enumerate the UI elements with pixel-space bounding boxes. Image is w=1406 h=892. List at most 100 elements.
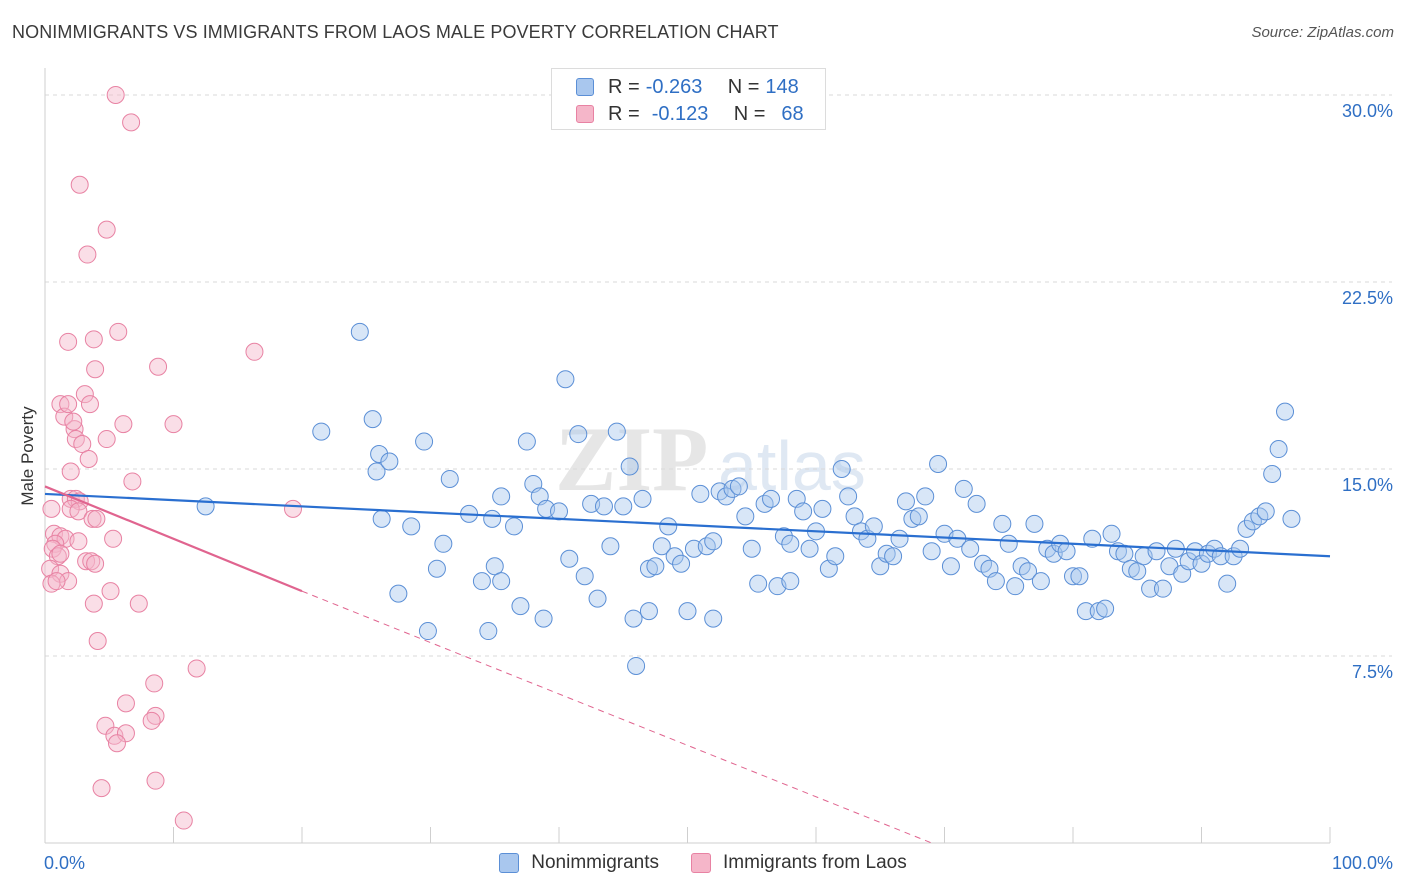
- nonimmigrant-point: [620, 457, 639, 476]
- immigrant-point: [69, 502, 88, 521]
- nonimmigrant-point: [389, 584, 408, 603]
- r-label: R =: [608, 102, 640, 125]
- immigrant-point: [86, 360, 105, 379]
- series-legend: Nonimmigrants Immigrants from Laos: [0, 852, 1406, 874]
- immigrant-point: [129, 594, 148, 613]
- nonimmigrant-point: [479, 622, 498, 641]
- nonimmigrant-point: [534, 609, 553, 628]
- nonimmigrant-point: [1282, 509, 1301, 528]
- stats-row-nonimmigrants: R = -0.263 N = 148: [576, 75, 799, 99]
- nonimmigrant-point: [826, 547, 845, 566]
- immigrant-point: [59, 332, 78, 351]
- nonimmigrant-point: [363, 410, 382, 429]
- nonimmigrant-point: [729, 477, 748, 496]
- immigrants-points: [41, 85, 303, 830]
- nonimmigrant-point: [485, 557, 504, 576]
- nonimmigrant-point: [492, 487, 511, 506]
- chart-source: Source: ZipAtlas.com: [1251, 24, 1394, 41]
- y-tick-label: 22.5%: [1342, 288, 1393, 308]
- nonimmigrant-point: [380, 452, 399, 471]
- nonimmigrant-point: [916, 487, 935, 506]
- immigrant-point: [123, 472, 142, 491]
- immigrant-point: [116, 724, 135, 743]
- x-tick-label: 100.0%: [1332, 853, 1393, 873]
- nonimmigrant-point: [1147, 542, 1166, 561]
- nonimmigrant-point: [614, 497, 633, 516]
- nonimmigrant-point: [1231, 539, 1250, 558]
- nonimmigrant-point: [742, 539, 761, 558]
- n-label: N =: [733, 102, 766, 125]
- nonimmigrant-point: [884, 547, 903, 566]
- nonimmigrant-point: [1141, 579, 1160, 598]
- legend-item-nonimmigrants[interactable]: Nonimmigrants: [499, 852, 659, 874]
- nonimmigrant-point: [517, 432, 536, 451]
- nonimmigrant-point: [550, 502, 568, 521]
- immigrant-point: [122, 113, 141, 132]
- nonimmigrant-point: [372, 509, 391, 528]
- nonimmigrant-point: [1102, 524, 1121, 543]
- nonimmigrant-point: [774, 527, 793, 546]
- immigrants-trend-extension: [301, 590, 932, 844]
- nonimmigrant-point: [350, 322, 369, 341]
- nonimmigrant-point: [659, 517, 678, 536]
- nonimmigrant-point: [1237, 519, 1256, 538]
- tick-labels: 7.5% 15.0% 22.5% 30.0% 0.0% 100.0%: [44, 101, 1393, 873]
- nonimmigrant-point: [813, 499, 832, 518]
- nonimmigrant-point: [845, 507, 864, 526]
- immigrant-point: [101, 582, 120, 601]
- immigrant-point: [104, 529, 123, 548]
- nonimmigrant-point: [954, 479, 973, 498]
- trend-lines: [44, 485, 1331, 844]
- nonimmigrant-point: [1256, 502, 1275, 521]
- immigrant-point: [42, 574, 61, 593]
- legend-item-immigrants[interactable]: Immigrants from Laos: [691, 852, 907, 874]
- nonimmigrant-point: [633, 489, 652, 508]
- immigrant-point: [42, 499, 61, 518]
- nonimmigrant-point: [1218, 574, 1237, 593]
- nonimmigrant-point: [1083, 529, 1102, 548]
- nonimmigrant-point: [762, 489, 781, 508]
- nonimmigrant-point: [999, 534, 1018, 553]
- nonimmigrant-point: [646, 557, 665, 576]
- nonimmigrant-point: [607, 422, 626, 441]
- stats-row-immigrants: R = -0.123 N = 68: [576, 102, 804, 126]
- nonimmigrant-point: [1064, 567, 1082, 586]
- nonimmigrant-point: [588, 589, 607, 608]
- immigrant-point: [146, 771, 165, 790]
- immigrant-point: [96, 716, 115, 735]
- nonimmigrant-point: [492, 572, 511, 591]
- y-tick-label: 30.0%: [1342, 101, 1393, 121]
- n-value: 68: [781, 102, 804, 125]
- nonimmigrant-point: [639, 602, 658, 621]
- immigrant-point: [116, 694, 135, 713]
- nonimmigrant-point: [800, 539, 819, 558]
- axes: [44, 68, 1331, 844]
- immigrant-point: [109, 322, 128, 341]
- nonimmigrant-point: [472, 572, 491, 591]
- immigrant-point: [107, 734, 126, 753]
- nonimmigrant-point: [367, 462, 386, 481]
- immigrants-swatch: [576, 105, 594, 123]
- nonimmigrant-point: [665, 547, 684, 566]
- nonimmigrant-point: [1019, 562, 1038, 581]
- nonimmigrants-swatch: [499, 853, 520, 873]
- immigrant-point: [64, 412, 83, 431]
- nonimmigrant-point: [1276, 402, 1295, 421]
- nonimmigrant-point: [440, 469, 459, 488]
- nonimmigrant-point: [1192, 554, 1211, 573]
- immigrant-point: [73, 435, 92, 454]
- immigrant-point: [87, 509, 106, 528]
- immigrant-point: [80, 395, 99, 414]
- r-value: -0.263: [645, 75, 703, 98]
- y-tick-label: 7.5%: [1352, 662, 1393, 682]
- nonimmigrant-point: [415, 432, 434, 451]
- immigrant-point: [245, 342, 264, 361]
- immigrant-point: [97, 430, 116, 449]
- nonimmigrant-point: [691, 484, 710, 503]
- nonimmigrant-point: [794, 502, 813, 521]
- nonimmigrant-point: [575, 567, 594, 586]
- nonimmigrant-point: [1057, 542, 1076, 561]
- immigrant-point: [97, 220, 116, 239]
- nonimmigrant-point: [402, 517, 421, 536]
